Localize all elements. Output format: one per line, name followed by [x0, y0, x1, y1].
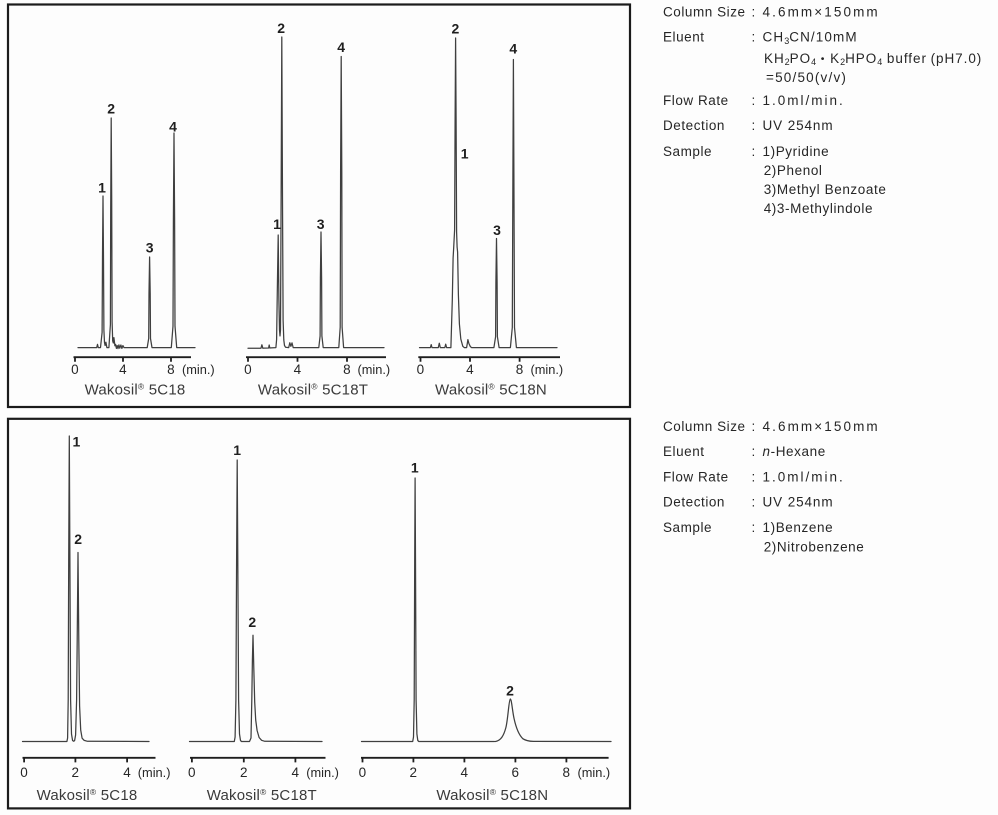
svg-text:2: 2 [506, 682, 514, 698]
svg-text:0: 0 [188, 765, 196, 780]
svg-text:Column Size: Column Size [663, 419, 746, 434]
svg-text:1: 1 [461, 146, 469, 162]
svg-text:Wakosil® 5C18: Wakosil® 5C18 [37, 787, 138, 804]
svg-text:2)Nitrobenzene: 2)Nitrobenzene [764, 539, 865, 554]
svg-text:Column Size: Column Size [663, 5, 746, 20]
svg-text:2)Phenol: 2)Phenol [764, 163, 823, 178]
svg-text:(min.): (min.) [306, 765, 339, 780]
svg-text:4: 4 [466, 362, 474, 377]
svg-text:Wakosil® 5C18T: Wakosil® 5C18T [207, 787, 317, 804]
svg-text:1: 1 [98, 180, 106, 196]
svg-text:Detection: Detection [663, 118, 725, 133]
svg-text::: : [752, 118, 756, 133]
svg-text:4: 4 [509, 41, 517, 57]
svg-text:8: 8 [516, 362, 524, 377]
svg-text:Sample: Sample [663, 520, 712, 535]
svg-text:2: 2 [240, 765, 248, 780]
svg-text:Eluent: Eluent [663, 444, 705, 459]
svg-text::: : [752, 93, 756, 108]
svg-text:3: 3 [317, 216, 325, 232]
svg-text:4: 4 [169, 119, 177, 135]
svg-text:Eluent: Eluent [663, 30, 705, 45]
svg-text:Wakosil® 5C18N: Wakosil® 5C18N [436, 787, 548, 804]
svg-text:(min.): (min.) [358, 362, 391, 377]
svg-text:(min.): (min.) [138, 765, 171, 780]
svg-text:3: 3 [146, 239, 154, 255]
svg-text:Wakosil® 5C18N: Wakosil® 5C18N [435, 382, 547, 399]
svg-text:0: 0 [244, 362, 252, 377]
svg-text:(min.): (min.) [531, 362, 564, 377]
svg-text:(min.): (min.) [182, 362, 215, 377]
svg-text:4.6mm×150mm: 4.6mm×150mm [763, 5, 880, 20]
svg-text:2: 2 [72, 765, 80, 780]
svg-text:4)3-Methylindole: 4)3-Methylindole [764, 201, 873, 216]
svg-text:4.6mm×150mm: 4.6mm×150mm [763, 419, 880, 434]
svg-text:0: 0 [359, 765, 367, 780]
svg-text::: : [752, 444, 756, 459]
svg-text:8: 8 [563, 765, 571, 780]
svg-text:1: 1 [411, 459, 419, 475]
svg-text::: : [752, 5, 756, 20]
svg-text::: : [752, 30, 756, 45]
svg-text:n-Hexane: n-Hexane [763, 444, 826, 459]
svg-text:1.0ml/min.: 1.0ml/min. [763, 93, 845, 108]
svg-text:8: 8 [343, 362, 351, 377]
svg-text:=50/50(v/v): =50/50(v/v) [766, 70, 847, 85]
svg-text:4: 4 [294, 362, 302, 377]
svg-text:1: 1 [233, 442, 241, 458]
svg-text::: : [752, 494, 756, 509]
svg-text:0: 0 [417, 362, 425, 377]
svg-text:4: 4 [461, 765, 469, 780]
svg-text:CH3CN/10mM: CH3CN/10mM [763, 30, 858, 46]
svg-text:2: 2 [74, 531, 82, 547]
svg-text:2: 2 [452, 21, 460, 37]
svg-text:3: 3 [493, 222, 501, 238]
svg-text:3)Methyl Benzoate: 3)Methyl Benzoate [764, 182, 887, 197]
svg-text:KH2PO4 • K2HPO4 buffer (pH7.0): KH2PO4 • K2HPO4 buffer (pH7.0) [764, 51, 982, 67]
svg-text:UV 254nm: UV 254nm [763, 118, 834, 133]
svg-text::: : [752, 520, 756, 535]
svg-text:Wakosil® 5C18: Wakosil® 5C18 [85, 382, 186, 399]
svg-text:6: 6 [512, 765, 520, 780]
svg-text:Detection: Detection [663, 494, 725, 509]
svg-text:0: 0 [20, 765, 28, 780]
svg-text:1)Pyridine: 1)Pyridine [763, 144, 830, 159]
svg-text:Flow Rate: Flow Rate [663, 469, 729, 484]
svg-text:2: 2 [248, 614, 256, 630]
svg-text:Flow Rate: Flow Rate [663, 93, 729, 108]
svg-text:4: 4 [123, 765, 131, 780]
svg-text::: : [752, 419, 756, 434]
svg-text:4: 4 [292, 765, 300, 780]
svg-text:2: 2 [410, 765, 418, 780]
svg-text:Sample: Sample [663, 144, 712, 159]
svg-text:Wakosil® 5C18T: Wakosil® 5C18T [258, 382, 368, 399]
svg-text:1: 1 [273, 216, 281, 232]
svg-text:4: 4 [119, 362, 127, 377]
svg-text:UV 254nm: UV 254nm [763, 494, 834, 509]
svg-text:8: 8 [167, 362, 175, 377]
svg-text::: : [752, 144, 756, 159]
svg-text:(min.): (min.) [578, 765, 611, 780]
svg-text:0: 0 [71, 362, 79, 377]
svg-text::: : [752, 469, 756, 484]
svg-text:1)Benzene: 1)Benzene [763, 520, 834, 535]
svg-text:1: 1 [73, 434, 81, 450]
svg-text:4: 4 [337, 39, 345, 55]
svg-text:2: 2 [277, 20, 285, 36]
svg-text:1.0ml/min.: 1.0ml/min. [763, 469, 845, 484]
svg-text:2: 2 [107, 100, 115, 116]
